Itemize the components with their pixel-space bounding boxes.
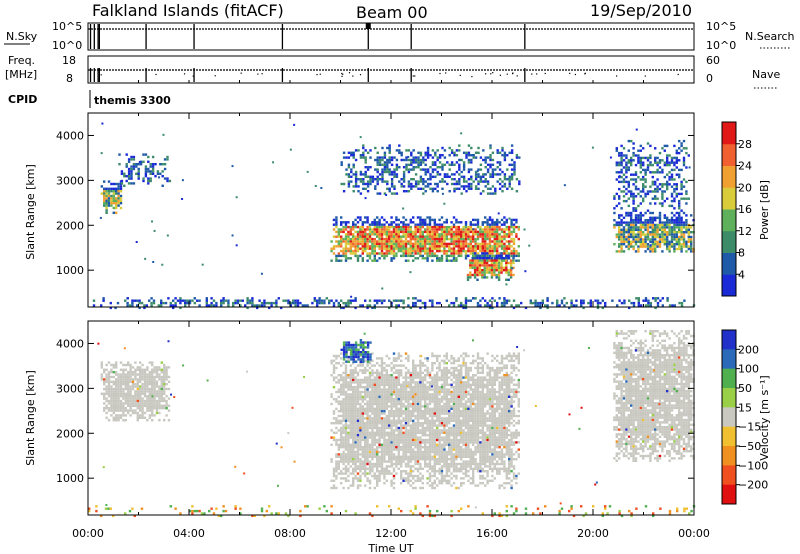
nave-tick-bottom: 0 — [706, 72, 713, 85]
velocity-axes: 1000 2000 3000 4000 00:00 04:00 08:00 12:00 16:0… — [56, 321, 710, 540]
power-y-tick-2: 3000 — [56, 174, 84, 187]
time-tick-0: 00:00 — [72, 527, 104, 540]
power-cbar-tick-2: 12 — [738, 225, 752, 238]
velocity-region-0 — [100, 361, 171, 422]
power-cbar-tick-4: 20 — [738, 181, 752, 194]
velocity-cbar-swatch-7 — [722, 465, 736, 486]
power-region-2 — [330, 216, 520, 262]
freq-unit: [MHz] — [5, 68, 37, 81]
power-cbar-swatch-1 — [722, 252, 736, 275]
velocity-cbar-swatch-8 — [722, 484, 736, 505]
time-tick-4: 16:00 — [476, 527, 508, 540]
power-ylabel: Slant Range [km] — [24, 164, 37, 260]
velocity-region-2 — [613, 330, 695, 462]
cpid-value: themis 3300 — [94, 94, 171, 107]
velocity-cbar-tick-1: 100 — [738, 363, 759, 376]
power-region-0 — [100, 180, 123, 214]
power-cbar-swatch-6 — [722, 143, 736, 166]
nsearch-label: N.Search — [745, 30, 795, 43]
nsearch-tick-bottom: 10^0 — [706, 39, 736, 52]
power-y-tick-1: 2000 — [56, 219, 84, 232]
velocity-y-tick-3: 4000 — [56, 337, 84, 350]
time-tick-1: 04:00 — [173, 527, 205, 540]
velocity-y-tick-1: 2000 — [56, 427, 84, 440]
power-cbar-swatch-0 — [722, 274, 736, 297]
power-region-3 — [340, 144, 521, 195]
time-tick-5: 20:00 — [577, 527, 609, 540]
velocity-cbar-tick-5: −50 — [738, 440, 761, 453]
velocity-cbar-tick-0: 200 — [738, 343, 759, 356]
station-title: Falkland Islands (fitACF) — [92, 1, 284, 20]
velocity-cbar-tick-3: 15 — [738, 401, 752, 414]
power-y-tick-0: 1000 — [56, 264, 84, 277]
velocity-cbar-tick-2: 50 — [738, 382, 752, 395]
power-y-tick-3: 4000 — [56, 129, 84, 142]
velocity-cbar-swatch-5 — [722, 426, 736, 447]
nsky-strip-marks — [88, 23, 694, 49]
time-tick-3: 12:00 — [375, 527, 407, 540]
velocity-colorbar: 200 100 50 15 −15 −50 −100 −200 — [721, 329, 768, 505]
freq-tick-top: 18 — [62, 54, 76, 67]
power-cbar-tick-3: 16 — [738, 203, 752, 216]
velocity-region-4 — [88, 505, 696, 518]
nsky-strip-frame — [87, 22, 695, 51]
velocity-y-tick-2: 3000 — [56, 382, 84, 395]
nsky-label: N.Sky — [6, 30, 38, 43]
power-region-1 — [118, 153, 172, 187]
freq-strip-marks — [87, 68, 695, 83]
nsky-tick-top: 10^5 — [52, 20, 82, 33]
velocity-cbar-swatch-4 — [722, 407, 736, 428]
velocity-cbar-swatch-0 — [722, 330, 736, 350]
cpid-label: CPID — [8, 93, 37, 106]
power-cbar-swatch-3 — [722, 209, 736, 232]
power-heatmap — [92, 122, 696, 310]
date-title: 19/Sep/2010 — [590, 1, 692, 20]
nave-label: Nave — [752, 68, 780, 81]
velocity-cbar-swatch-2 — [722, 368, 736, 389]
freq-label: Freq. — [8, 54, 35, 67]
power-panel-frame — [87, 112, 695, 308]
time-axis-label: Time UT — [367, 542, 413, 554]
power-cbar-swatch-4 — [722, 187, 736, 210]
velocity-cbar-tick-6: −100 — [738, 459, 768, 472]
power-cbar-swatch-5 — [722, 165, 736, 188]
power-region-5 — [613, 211, 695, 253]
power-colorbar: 4 8 12 16 20 24 28 — [721, 121, 752, 297]
velocity-region-1 — [330, 352, 520, 490]
beam-title: Beam 00 — [356, 3, 428, 22]
power-cbar-tick-6: 28 — [738, 138, 752, 151]
power-colorbar-label: Power [dB] — [758, 180, 771, 240]
velocity-cbar-swatch-3 — [722, 388, 736, 408]
power-region-6 — [613, 139, 690, 212]
velocity-region-3 — [340, 339, 372, 363]
velocity-heatmap — [88, 330, 696, 518]
velocity-y-tick-0: 1000 — [56, 472, 84, 485]
time-tick-2: 08:00 — [274, 527, 306, 540]
power-region-4 — [466, 252, 515, 281]
power-cbar-tick-5: 24 — [738, 160, 752, 173]
power-y-axis: 1000 2000 3000 4000 — [56, 113, 695, 307]
power-cbar-swatch-2 — [722, 230, 736, 253]
power-region-7 — [92, 297, 696, 310]
freq-tick-bottom: 8 — [66, 72, 73, 85]
nave-tick-top: 60 — [706, 54, 720, 67]
velocity-cbar-tick-7: −200 — [738, 479, 768, 492]
nsky-tick-bottom: 10^0 — [52, 39, 82, 52]
velocity-ylabel: Slant Range [km] — [24, 370, 37, 466]
power-cbar-swatch-7 — [722, 122, 736, 145]
velocity-cbar-swatch-1 — [722, 349, 736, 370]
nsearch-tick-top: 10^5 — [706, 20, 736, 33]
power-cbar-tick-1: 8 — [738, 247, 745, 260]
velocity-cbar-swatch-6 — [722, 446, 736, 466]
power-cbar-tick-0: 4 — [738, 268, 745, 281]
velocity-cbar-tick-4: −15 — [738, 421, 761, 434]
velocity-colorbar-label: Velocity [m s⁻¹] — [758, 375, 771, 460]
time-tick-6: 00:00 — [678, 527, 710, 540]
